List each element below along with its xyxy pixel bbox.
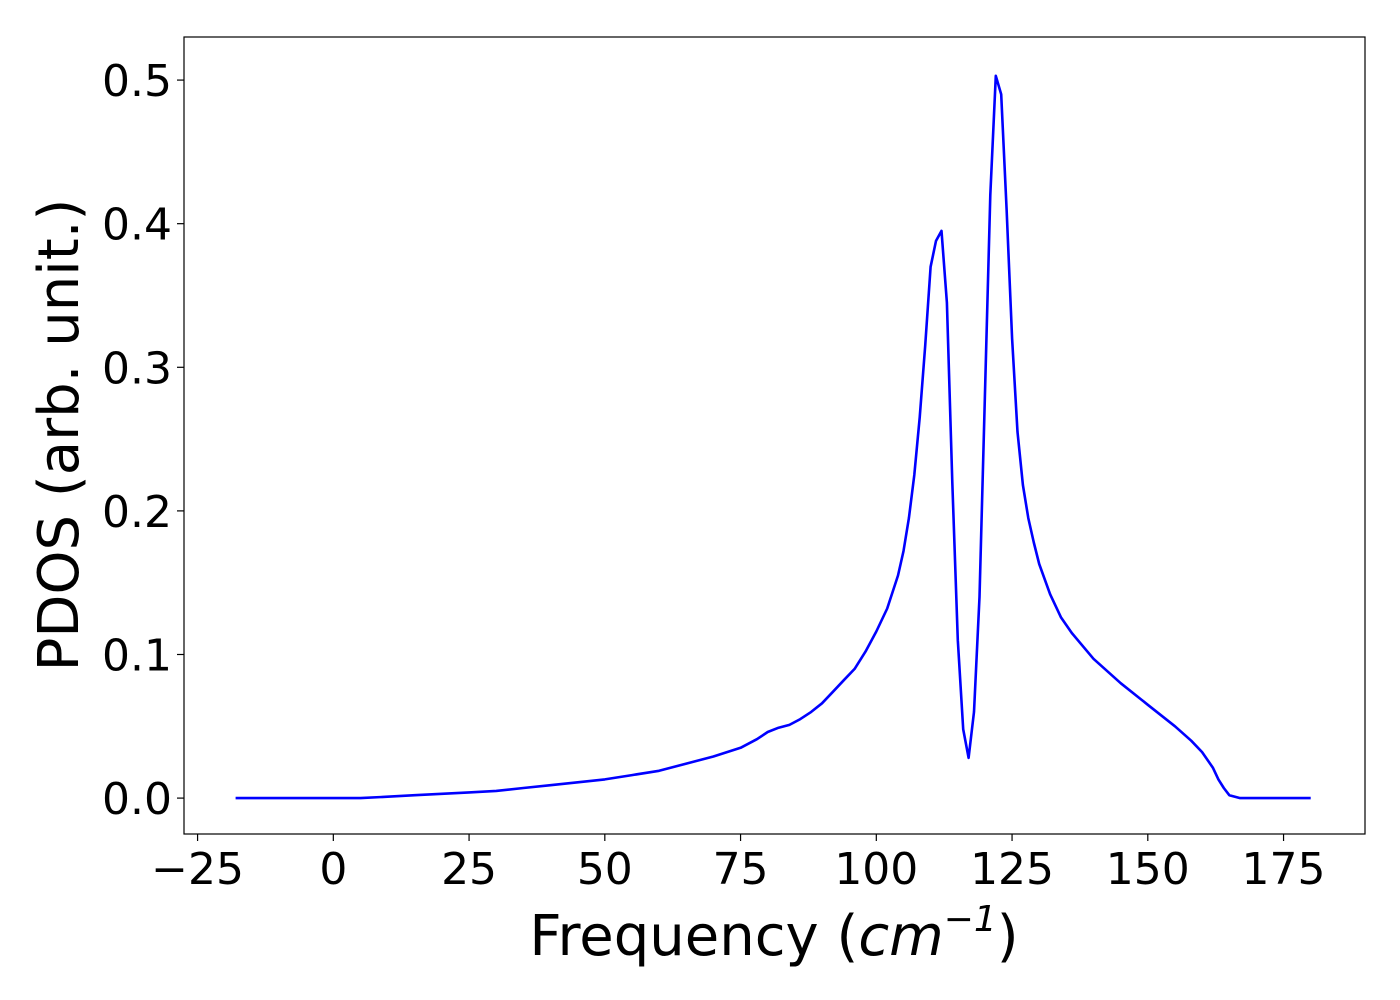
series-layer xyxy=(235,74,1311,800)
y-tick-label: 0.5 xyxy=(102,56,172,107)
y-tick-label: 0.0 xyxy=(102,774,172,825)
x-tick-label: 100 xyxy=(834,844,918,895)
x-tick-label: 50 xyxy=(577,844,633,895)
x-axis-ticks: −25 0 25 50 75 100 125 150 175 xyxy=(151,834,1326,895)
x-tick-label: 150 xyxy=(1106,844,1190,895)
y-tick-label: 0.3 xyxy=(102,343,172,394)
y-tick-label: 0.2 xyxy=(102,487,172,538)
x-tick-label: 125 xyxy=(970,844,1054,895)
x-axis-label: Frequency (cm−1) xyxy=(529,899,1018,969)
y-tick-label: 0.4 xyxy=(102,200,172,251)
y-axis-ticks: 0.0 0.1 0.2 0.3 0.4 0.5 xyxy=(102,56,184,825)
x-tick-label: 0 xyxy=(319,844,347,895)
plot-area xyxy=(183,36,1366,835)
y-axis-label: PDOS (arb. unit.) xyxy=(27,199,92,672)
pdos-series-line xyxy=(235,74,1311,800)
x-tick-label: 25 xyxy=(441,844,497,895)
x-tick-label: 175 xyxy=(1242,844,1326,895)
x-tick-label: 75 xyxy=(713,844,769,895)
y-tick-label: 0.1 xyxy=(102,630,172,681)
x-tick-label: −25 xyxy=(151,844,244,895)
